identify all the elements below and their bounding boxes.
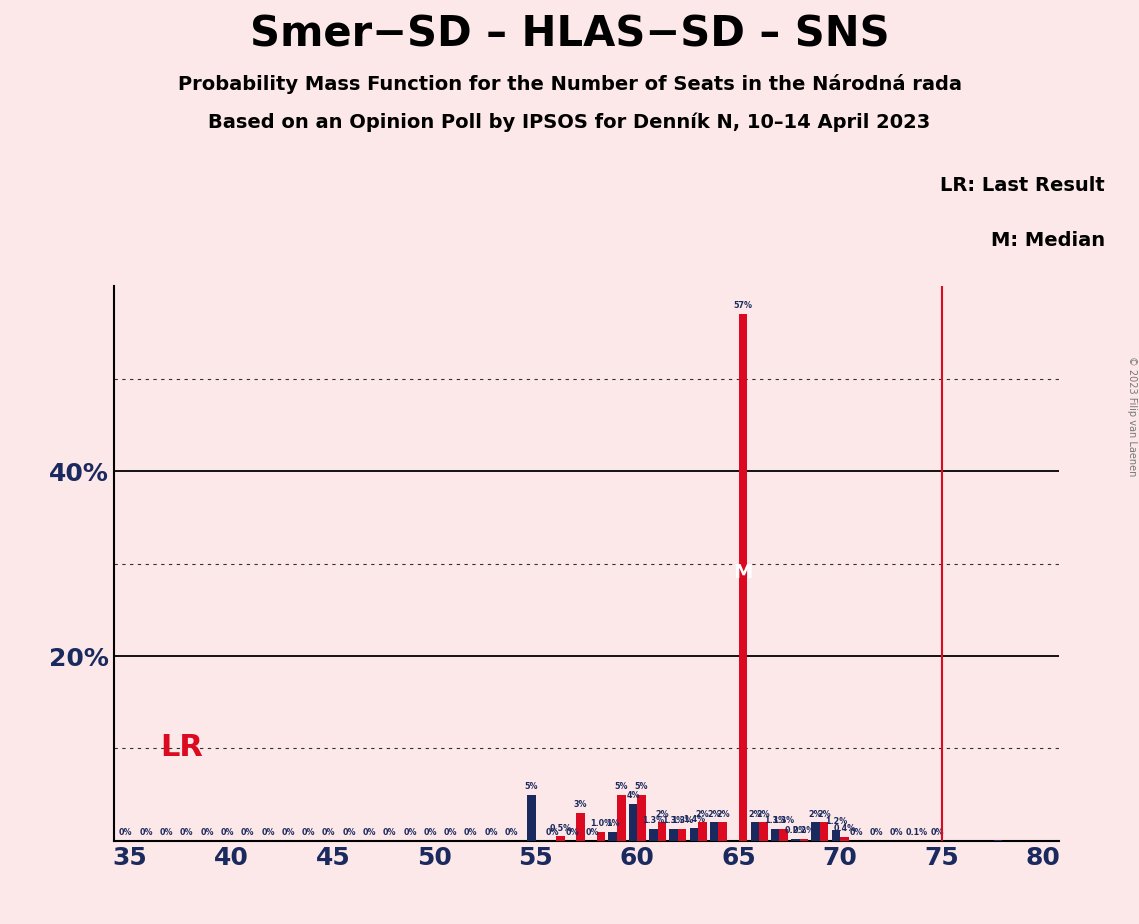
Bar — [576, 813, 585, 841]
Text: 0%: 0% — [120, 828, 132, 837]
Text: 1.3%: 1.3% — [642, 816, 664, 825]
Bar — [811, 822, 820, 841]
Bar — [657, 822, 666, 841]
Text: 4%: 4% — [626, 791, 640, 800]
Text: Smer−SD – HLAS−SD – SNS: Smer−SD – HLAS−SD – SNS — [249, 14, 890, 55]
Bar — [831, 830, 841, 841]
Bar — [689, 828, 698, 841]
Text: 0.4%: 0.4% — [834, 824, 855, 833]
Bar — [556, 836, 565, 841]
Text: 1.2%: 1.2% — [825, 817, 847, 826]
Text: Probability Mass Function for the Number of Seats in the Národná rada: Probability Mass Function for the Number… — [178, 74, 961, 94]
Text: 0%: 0% — [200, 828, 214, 837]
Text: 3%: 3% — [574, 800, 588, 809]
Text: 0%: 0% — [240, 828, 254, 837]
Text: 2%: 2% — [696, 809, 710, 819]
Text: 0%: 0% — [343, 828, 355, 837]
Text: 5%: 5% — [615, 782, 628, 791]
Text: 1.0%: 1.0% — [590, 819, 612, 828]
Bar — [719, 822, 727, 841]
Text: M: Median: M: Median — [991, 231, 1105, 250]
Text: 2%: 2% — [655, 809, 669, 819]
Bar — [597, 832, 605, 841]
Text: 1%: 1% — [606, 819, 620, 828]
Text: 1.4%: 1.4% — [683, 815, 705, 824]
Text: 1.3%: 1.3% — [772, 816, 795, 825]
Bar — [792, 839, 800, 841]
Text: 0.5%: 0.5% — [549, 823, 572, 833]
Bar — [638, 795, 646, 841]
Text: 0%: 0% — [261, 828, 274, 837]
Text: 0%: 0% — [221, 828, 233, 837]
Text: 2%: 2% — [716, 809, 729, 819]
Bar — [678, 829, 687, 841]
Bar — [617, 795, 625, 841]
Bar — [820, 822, 828, 841]
Text: 0%: 0% — [403, 828, 417, 837]
Text: 5%: 5% — [525, 782, 539, 791]
Text: 2%: 2% — [756, 809, 770, 819]
Text: 0%: 0% — [180, 828, 194, 837]
Text: 1.3%: 1.3% — [671, 816, 694, 825]
Text: 0%: 0% — [850, 828, 863, 837]
Bar — [759, 822, 768, 841]
Text: 0%: 0% — [322, 828, 336, 837]
Text: 5%: 5% — [634, 782, 648, 791]
Bar — [841, 837, 849, 841]
Bar — [670, 829, 678, 841]
Text: 0%: 0% — [424, 828, 437, 837]
Text: 2%: 2% — [818, 809, 831, 819]
Text: 0%: 0% — [565, 828, 579, 837]
Bar — [527, 795, 535, 841]
Text: 0%: 0% — [383, 828, 396, 837]
Text: 0%: 0% — [362, 828, 376, 837]
Bar — [994, 840, 1002, 841]
Text: 2%: 2% — [707, 809, 721, 819]
Text: 0%: 0% — [931, 828, 944, 837]
Text: M: M — [734, 564, 753, 582]
Text: 0%: 0% — [302, 828, 316, 837]
Text: © 2023 Filip van Laenen: © 2023 Filip van Laenen — [1126, 356, 1137, 476]
Text: LR: LR — [161, 734, 204, 762]
Text: 0%: 0% — [870, 828, 883, 837]
Text: 2%: 2% — [748, 809, 762, 819]
Bar — [710, 822, 719, 841]
Bar — [629, 804, 638, 841]
Text: 57%: 57% — [734, 301, 753, 310]
Bar — [800, 839, 808, 841]
Text: 0%: 0% — [464, 828, 477, 837]
Text: 0%: 0% — [444, 828, 457, 837]
Text: 0.2%: 0.2% — [793, 826, 816, 835]
Text: 0%: 0% — [890, 828, 903, 837]
Text: 0%: 0% — [546, 828, 558, 837]
Text: Based on an Opinion Poll by IPSOS for Denník N, 10–14 April 2023: Based on an Opinion Poll by IPSOS for De… — [208, 113, 931, 132]
Bar — [751, 822, 759, 841]
Text: 0%: 0% — [281, 828, 295, 837]
Bar — [608, 832, 617, 841]
Bar — [649, 829, 657, 841]
Bar — [698, 822, 706, 841]
Bar — [779, 829, 788, 841]
Bar — [771, 829, 779, 841]
Text: 1.3%: 1.3% — [764, 816, 786, 825]
Text: 2%: 2% — [809, 809, 822, 819]
Text: 0.1%: 0.1% — [906, 828, 928, 837]
Bar — [739, 314, 747, 841]
Text: 0%: 0% — [585, 828, 599, 837]
Text: 0.2%: 0.2% — [785, 826, 806, 835]
Text: 0%: 0% — [484, 828, 498, 837]
Text: 0%: 0% — [505, 828, 518, 837]
Text: 1.3%: 1.3% — [663, 816, 685, 825]
Text: LR: Last Result: LR: Last Result — [940, 176, 1105, 195]
Text: 0%: 0% — [159, 828, 173, 837]
Text: 0%: 0% — [139, 828, 153, 837]
